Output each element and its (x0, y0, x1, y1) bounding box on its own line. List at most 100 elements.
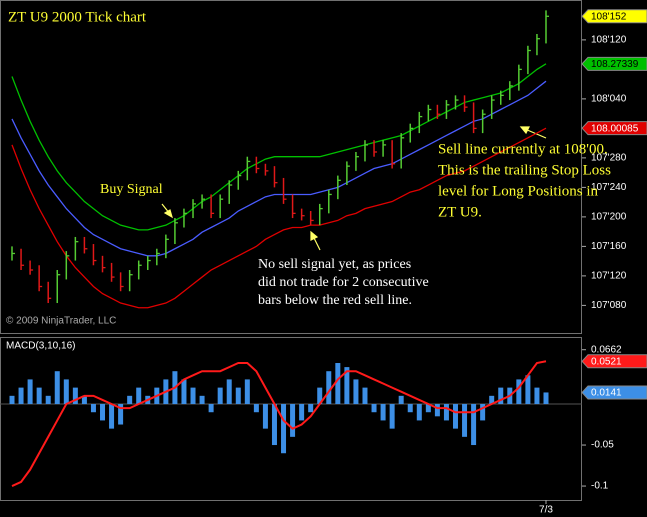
macd-bar (54, 371, 60, 405)
macd-panel (0, 337, 582, 501)
macd-bar (471, 404, 477, 446)
annotation: did not trade for 2 consecutive (258, 275, 429, 290)
annotation: No sell signal yet, as prices (258, 257, 411, 272)
macd-bar (9, 395, 15, 405)
value-flag (581, 121, 647, 136)
macd-bar (353, 379, 359, 405)
macd-bar (380, 404, 386, 421)
macd-bar (480, 404, 486, 421)
macd-bar (434, 404, 440, 417)
chart-title: ZT U9 2000 Tick chart (8, 9, 147, 25)
macd-bar (208, 404, 214, 413)
arrowhead (519, 126, 530, 135)
macd-bar (498, 387, 504, 405)
macd-bar (525, 375, 531, 405)
value-flag (581, 56, 647, 71)
y-tick-label: 107'160 (591, 241, 627, 252)
macd-bar (462, 404, 468, 437)
macd-bar (90, 404, 96, 413)
macd-bar (534, 387, 540, 405)
y-tick-label: 107'080 (591, 300, 627, 311)
macd-bar (18, 387, 24, 405)
macd-bar (281, 404, 287, 454)
annotation: ZT U9. (438, 204, 482, 220)
flag-label: 108'152 (591, 11, 627, 22)
macd-bar (290, 404, 296, 437)
arrowhead (163, 209, 173, 219)
macd-bar (199, 395, 205, 405)
macd-bar (443, 404, 449, 421)
annotation: This is the trailing Stop Loss (438, 162, 611, 178)
signal-line (11, 360, 547, 487)
macd-bar (362, 387, 368, 405)
macd-bar (27, 379, 33, 405)
macd-bar (217, 387, 223, 405)
flag-label: 0.0141 (591, 388, 622, 399)
macd-bar (416, 404, 422, 421)
y-tick-label: 108'120 (591, 35, 627, 46)
value-flag (581, 9, 647, 24)
macd-bar (299, 404, 305, 421)
arrowhead (310, 230, 319, 241)
price-panel (0, 0, 582, 334)
macd-bar (308, 404, 314, 413)
macd-bar (100, 404, 106, 421)
macd-bar (389, 404, 395, 429)
macd-bar (235, 387, 241, 405)
macd-bar (190, 387, 196, 405)
macd-bar (262, 404, 268, 429)
annotation: bars below the red sell line. (258, 293, 412, 308)
macd-bar (344, 367, 350, 405)
macd-title: MACD(3,10,16) (6, 341, 75, 352)
credit: © 2009 NinjaTrader, LLC (6, 316, 116, 327)
macd-bar (118, 404, 124, 425)
macd-bar (63, 379, 69, 405)
macd-bar (253, 404, 259, 413)
macd-bar (72, 387, 78, 405)
y-tick-label: -0.05 (591, 440, 614, 451)
macd-bar (425, 404, 431, 413)
annotation: level for Long Positions in (438, 183, 598, 199)
macd-bar (271, 404, 277, 446)
y-tick-label: 107'120 (591, 271, 627, 282)
macd-bar (407, 404, 413, 413)
band-line (11, 63, 547, 231)
value-flag (581, 385, 647, 400)
macd-bar (81, 395, 87, 405)
macd-bar (335, 363, 341, 405)
y-tick-label: 107'240 (591, 182, 627, 193)
y-tick-label: 107'280 (591, 153, 627, 164)
x-tick-label: 7/3 (539, 505, 553, 516)
macd-bar (244, 379, 250, 405)
band-line (11, 80, 547, 257)
macd-bar (226, 379, 232, 405)
macd-bar (36, 387, 42, 405)
y-tick-label: -0.1 (591, 481, 609, 492)
macd-bar (45, 395, 51, 405)
macd-bar (127, 395, 133, 405)
macd-bar (371, 404, 377, 413)
y-tick-label: 108'040 (591, 94, 627, 105)
band-line (11, 127, 547, 309)
flag-label: 108.27339 (591, 59, 639, 70)
macd-bar (317, 387, 323, 405)
annotation: Buy Signal (100, 182, 163, 197)
value-flag (581, 354, 647, 369)
macd-bar (398, 395, 404, 405)
macd-bar (109, 404, 115, 429)
macd-bar (452, 404, 458, 429)
macd-bar (516, 379, 522, 405)
y-tick-label: 107'200 (591, 212, 627, 223)
arrows (161, 126, 547, 251)
y-tick-label: 0.0662 (591, 344, 622, 355)
flag-label: 108.00085 (591, 123, 639, 134)
macd-bar (136, 387, 142, 405)
macd-bar (181, 379, 187, 405)
flag-label: 0.0521 (591, 356, 622, 367)
annotation: Sell line currently at 108'00. (438, 141, 608, 157)
macd-bar (543, 392, 549, 405)
macd-bar (489, 395, 495, 405)
macd-bar (326, 371, 332, 405)
